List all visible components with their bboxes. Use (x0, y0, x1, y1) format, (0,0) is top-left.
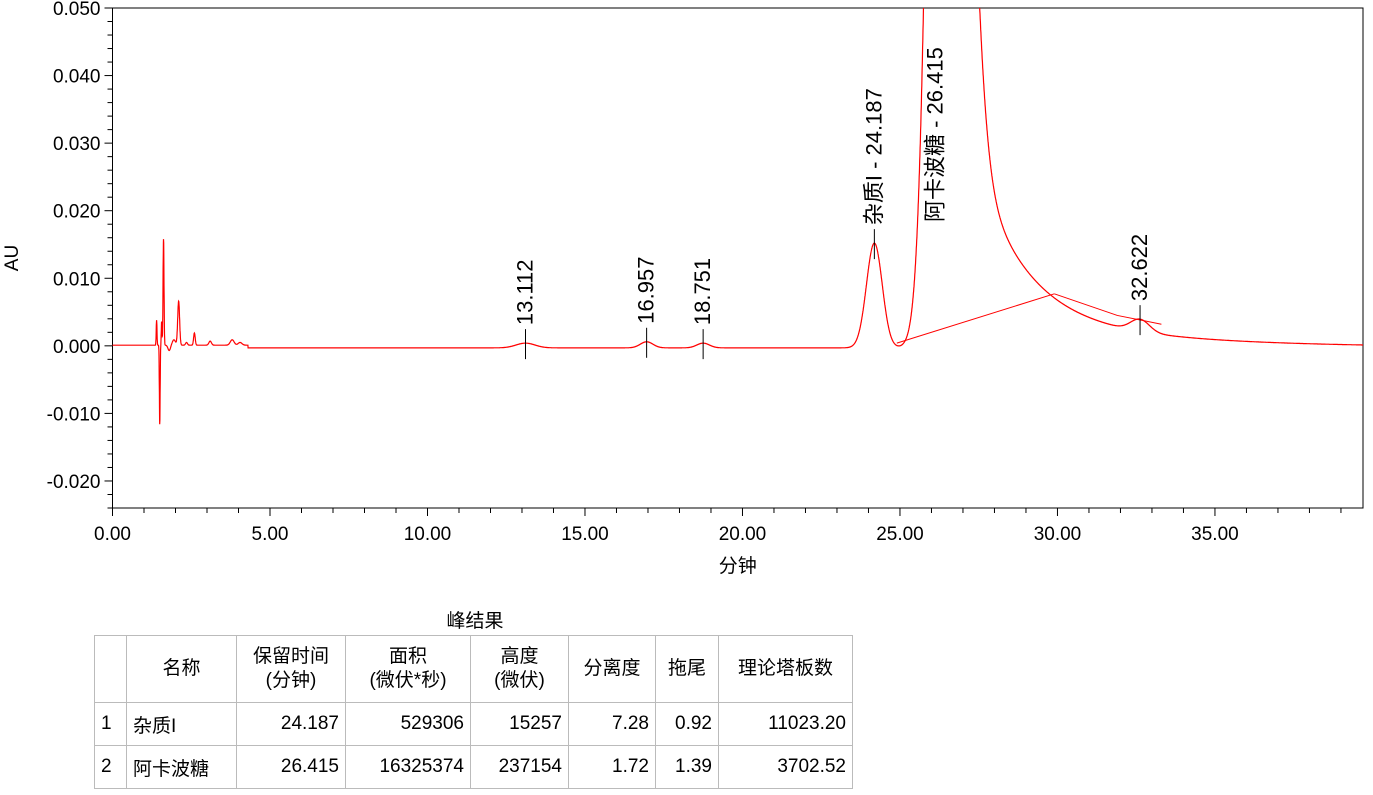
x-tick-label: 15.00 (561, 524, 609, 545)
peak-label: 13.112 (513, 259, 538, 325)
x-tick-label: 20.00 (719, 524, 767, 545)
header-index (94, 635, 127, 703)
x-axis-label: 分钟 (719, 555, 757, 577)
cell-name: 杂质I (126, 702, 237, 746)
cell-plates: 3702.52 (718, 745, 853, 789)
table-title: 峰结果 (446, 611, 504, 632)
cell-index: 2 (94, 745, 127, 789)
cell-height: 15257 (470, 702, 569, 746)
cell-rt: 24.187 (236, 702, 346, 746)
header-plates: 理论塔板数 (718, 635, 853, 703)
x-tick-label: 35.00 (1191, 524, 1239, 545)
y-tick-label: 0.000 (53, 337, 101, 358)
cell-tailing: 0.92 (655, 702, 719, 746)
cell-area: 529306 (345, 702, 471, 746)
peak-label: 18.751 (690, 258, 715, 325)
cell-height: 237154 (470, 745, 569, 789)
y-tick-label: 0.050 (53, 0, 101, 20)
y-tick-label: 0.010 (53, 269, 101, 290)
header-rt: 保留时间 (分钟) (236, 635, 346, 703)
x-tick-label: 5.00 (252, 524, 289, 545)
table-row: 2 阿卡波糖 26.415 16325374 237154 1.72 1.39 … (94, 745, 853, 789)
cell-resolution: 1.72 (568, 745, 656, 789)
y-tick-label: -0.020 (47, 472, 101, 493)
plot-frame (112, 7, 1364, 509)
x-tick-label: 25.00 (876, 524, 924, 545)
cell-name: 阿卡波糖 (126, 745, 237, 789)
cell-plates: 11023.20 (718, 702, 853, 746)
cell-rt: 26.415 (236, 745, 346, 789)
x-tick-label: 30.00 (1034, 524, 1082, 545)
header-resolution: 分离度 (568, 635, 656, 703)
y-tick-label: 0.020 (53, 202, 101, 223)
y-tick-label: 0.030 (53, 134, 101, 155)
cell-area: 16325374 (345, 745, 471, 789)
signal-trace (112, 8, 1363, 425)
peak-label: 32.622 (1127, 234, 1152, 301)
x-tick-label: 0.00 (94, 524, 131, 545)
table-header-row: 名称 保留时间 (分钟) 面积 (微伏*秒) 高度 (微伏) 分离度 拖尾 理论… (94, 635, 853, 703)
cell-index: 1 (94, 702, 127, 746)
y-tick-label: 0.040 (53, 67, 101, 88)
peak-label: 16.957 (634, 256, 659, 323)
integration-baseline (1054, 293, 1162, 325)
cell-tailing: 1.39 (655, 745, 719, 789)
header-height: 高度 (微伏) (470, 635, 569, 703)
y-tick-label: -0.010 (47, 404, 101, 425)
x-tick-label: 10.00 (404, 524, 452, 545)
peak-label: 杂质I - 24.187 (861, 88, 886, 225)
peak-label: 阿卡波糖 - 26.415 (923, 47, 948, 222)
chromatogram-chart: 0.050 0.040 0.030 0.020 0.010 0.000 -0.010 -0.0… (2, 0, 1364, 577)
y-axis-label: AU (2, 245, 23, 271)
header-area: 面积 (微伏*秒) (345, 635, 471, 703)
header-name: 名称 (126, 635, 237, 703)
header-tailing: 拖尾 (655, 635, 719, 703)
table-row: 1 杂质I 24.187 529306 15257 7.28 0.92 1102… (94, 702, 853, 746)
cell-resolution: 7.28 (568, 702, 656, 746)
integration-baseline (896, 293, 1055, 344)
peak-results-table: 名称 保留时间 (分钟) 面积 (微伏*秒) 高度 (微伏) 分离度 拖尾 理论… (94, 635, 853, 789)
